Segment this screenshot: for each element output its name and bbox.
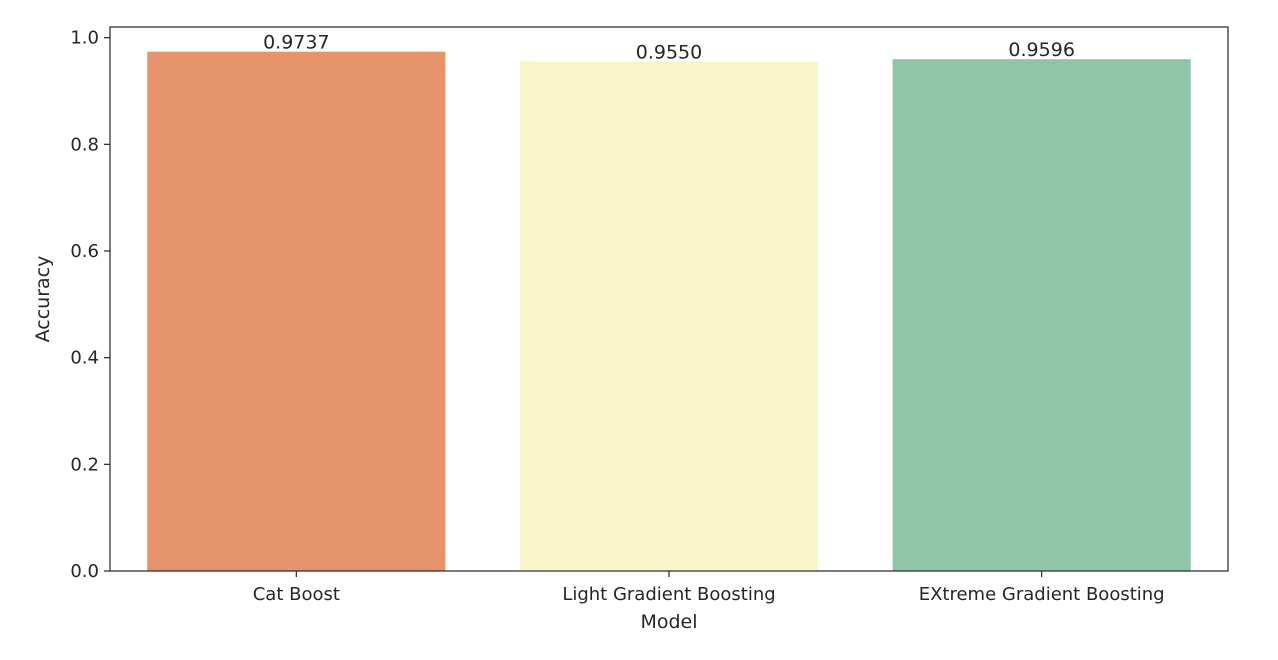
data-label-0: 0.9737 [263, 32, 329, 54]
x-axis-label: Model [640, 611, 697, 633]
y-tick-label-2: 0.4 [70, 348, 99, 369]
y-axis-label: Accuracy [32, 256, 54, 343]
x-tick-label-2: EXtreme Gradient Boosting [919, 584, 1165, 605]
y-tick-label-5: 1.0 [70, 28, 99, 49]
data-label-2: 0.9596 [1008, 39, 1074, 61]
y-tick-label-4: 0.8 [70, 134, 99, 155]
data-label-1: 0.9550 [636, 42, 702, 64]
y-axis: 0.0 0.2 0.4 0.6 0.8 1.0 [70, 28, 110, 582]
bar-2 [892, 59, 1191, 572]
y-tick-label-3: 0.6 [70, 241, 99, 262]
x-tick-label-1: Light Gradient Boosting [562, 584, 775, 605]
x-axis: Cat Boost Light Gradient Boosting EXtreme … [253, 571, 1165, 605]
bars-layer [147, 51, 1191, 572]
y-tick-label-1: 0.2 [70, 454, 99, 475]
x-tick-label-0: Cat Boost [253, 584, 340, 605]
bar-0 [147, 51, 446, 571]
bar-1 [519, 61, 819, 572]
value-labels-layer: 0.9737 0.9550 0.9596 [263, 32, 1075, 64]
y-tick-label-0: 0.0 [70, 561, 99, 582]
